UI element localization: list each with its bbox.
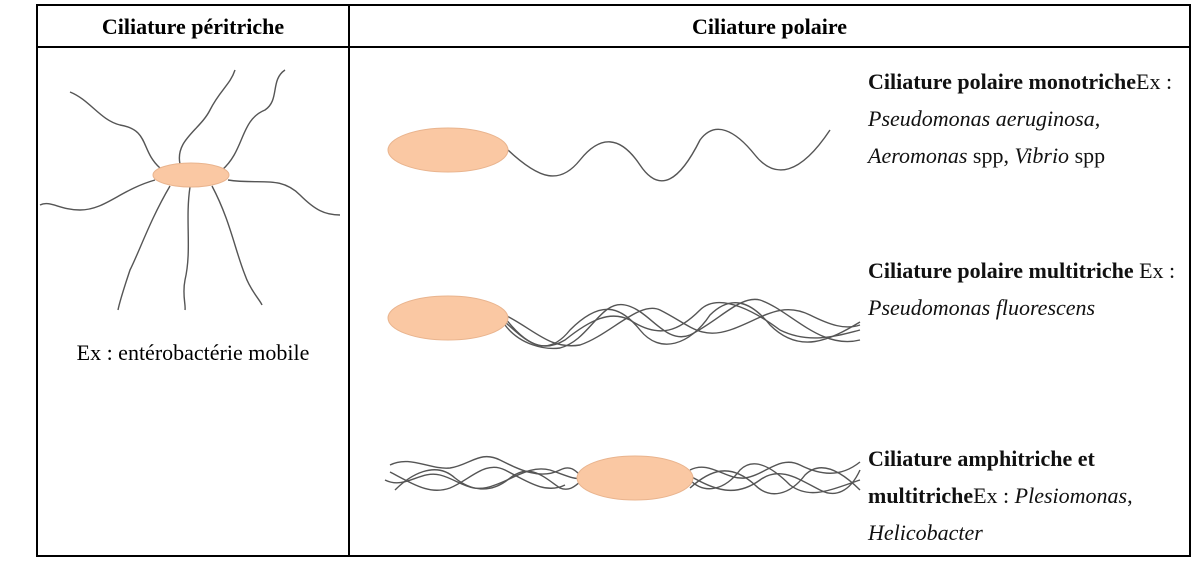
column-header: Ciliature polaire [349,8,1190,46]
text-run: Ex : [1136,69,1172,94]
peritrichous-diagram [40,70,340,310]
text-run: Ex : [973,483,1015,508]
text-run: Ciliature polaire monotriche [868,69,1136,94]
text-run: , [1127,483,1133,508]
text-run: spp, [967,143,1014,168]
text-run: Pseudomonas fluorescens [868,295,1095,320]
text-run: Aeromonas [868,143,967,168]
text-run: Plesiomonas [1015,483,1127,508]
text-run: Ex : [1134,258,1176,283]
page: Ciliature péritriche Ciliature polaire E… [0,0,1198,563]
text-run: Pseudomonas aeruginosa [868,106,1095,131]
monotrichous-diagram [388,128,830,181]
column-header: Ciliature péritriche [37,8,349,46]
text-run: spp [1069,143,1105,168]
text-run: Ciliature polaire multitriche [868,258,1134,283]
polar-description: Ciliature polaire monotricheEx : Pseudom… [868,63,1190,174]
polar-description: Ciliature polaire multitriche Ex : Pseud… [868,252,1190,326]
text-run: , [1095,106,1101,131]
amphitrichous-diagram [385,456,860,500]
multitrichous-diagram [388,296,860,348]
text-run: Helicobacter [868,520,983,545]
text-run: Vibrio [1014,143,1069,168]
polar-description: Ciliature amphitriche et multitricheEx :… [868,440,1190,551]
example-text: Ex : entérobactérie mobile [37,340,349,366]
